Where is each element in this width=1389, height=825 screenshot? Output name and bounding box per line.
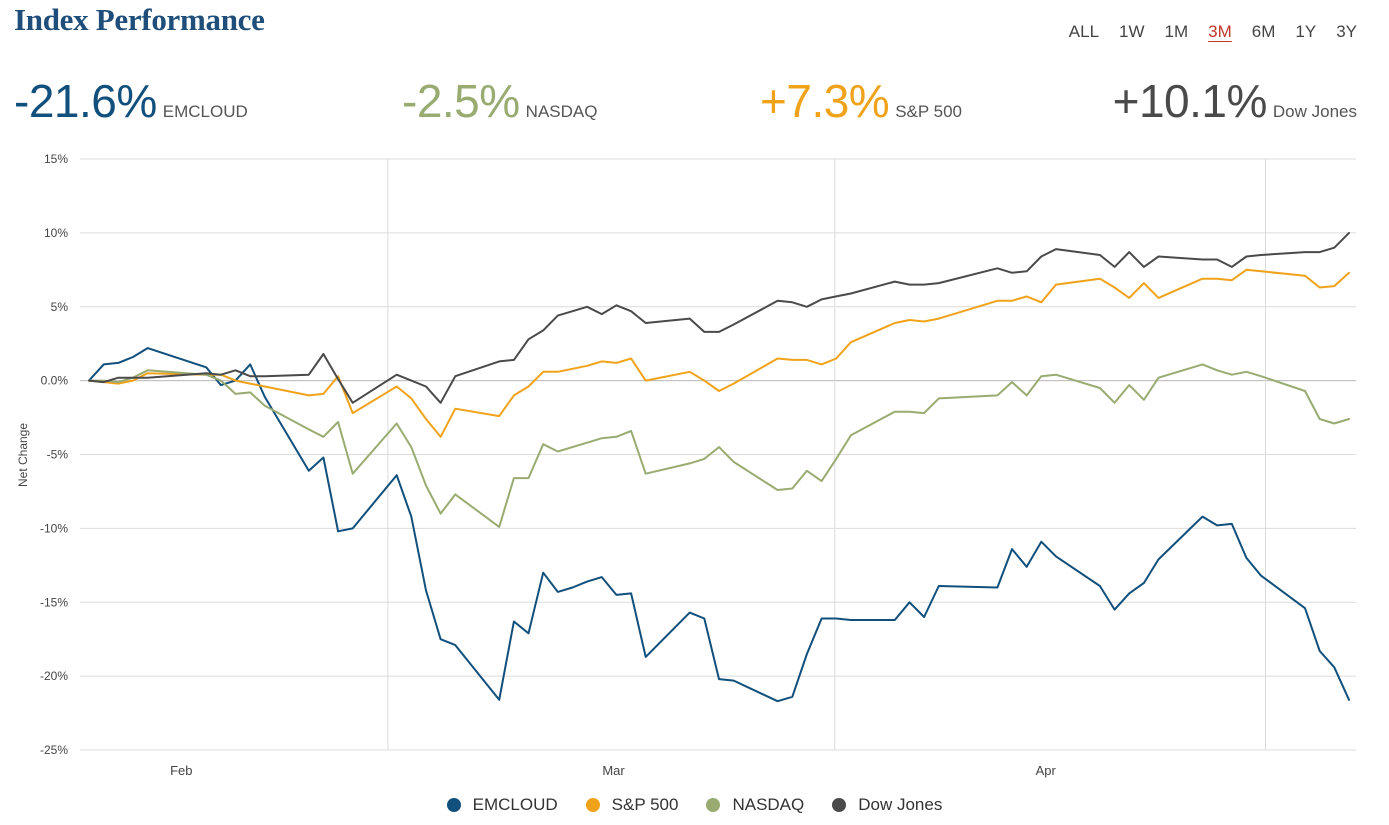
legend-item-sp500[interactable]: S&P 500 <box>585 795 679 815</box>
y-tick-label: -25% <box>40 743 68 757</box>
series-line-s-p-500 <box>88 268 1350 438</box>
summary-dowjones-value: +10.1% <box>1112 75 1268 127</box>
y-tick-label: 15% <box>44 152 68 166</box>
y-tick-label: -10% <box>40 521 68 535</box>
legend-item-dowjones[interactable]: Dow Jones <box>832 795 942 815</box>
range-all-button[interactable]: ALL <box>1068 22 1100 41</box>
series-line-dow-jones <box>88 231 1350 404</box>
range-1y-button[interactable]: 1Y <box>1295 22 1317 41</box>
summary-sp500-label: S&P 500 <box>895 102 963 121</box>
range-selector: ALL 1W 1M 3M 6M 1Y 3Y <box>1049 22 1357 42</box>
line-chart: 15% 10% 5% 0.0% -5% -10% -15% -20% -25% Feb Mar Apr… <box>16 152 1356 778</box>
range-6m-button[interactable]: 6M <box>1251 22 1276 41</box>
legend-swatch <box>706 798 721 812</box>
legend-label: S&P 500 <box>611 795 679 814</box>
x-tick-label: Mar <box>602 763 625 778</box>
y-axis-label: Net Change <box>16 423 30 487</box>
page-title: Index Performance <box>14 2 265 37</box>
x-tick-label: Apr <box>1036 763 1057 778</box>
series-line-emcloud <box>88 347 1350 703</box>
legend-swatch <box>585 798 600 812</box>
range-3y-button[interactable]: 3Y <box>1336 22 1357 41</box>
legend-swatch <box>832 798 847 812</box>
y-tick-label: 10% <box>44 226 68 240</box>
chart-legend: EMCLOUD S&P 500 NASDAQ Dow Jones <box>0 795 1389 815</box>
legend-label: Dow Jones <box>858 795 943 814</box>
x-tick-label: Feb <box>170 763 192 778</box>
legend-label: EMCLOUD <box>472 795 558 814</box>
legend-item-nasdaq[interactable]: NASDAQ <box>706 795 804 815</box>
summary-emcloud-value: -21.6% <box>14 75 157 127</box>
range-3m-button[interactable]: 3M <box>1208 22 1232 41</box>
summary-nasdaq-label: NASDAQ <box>525 102 598 121</box>
summary-dowjones-label: Dow Jones <box>1272 102 1357 121</box>
range-1m-button[interactable]: 1M <box>1164 22 1189 41</box>
summary-sp500-value: +7.3% <box>760 75 890 127</box>
range-1w-button[interactable]: 1W <box>1119 22 1145 41</box>
y-tick-label: 0.0% <box>41 374 69 388</box>
y-tick-label: -20% <box>40 669 68 683</box>
legend-label: NASDAQ <box>732 795 805 814</box>
summary-dowjones: +10.1% Dow Jones <box>1113 74 1357 130</box>
series-line-nasdaq <box>88 363 1350 528</box>
summary-nasdaq: -2.5% NASDAQ <box>402 74 597 130</box>
y-tick-label: 5% <box>51 300 69 314</box>
legend-swatch <box>446 798 461 812</box>
y-tick-label: -5% <box>47 448 69 462</box>
y-tick-label: -15% <box>40 595 68 609</box>
legend-item-emcloud[interactable]: EMCLOUD <box>446 795 558 815</box>
summary-sp500: +7.3% S&P 500 <box>760 74 962 130</box>
summary-emcloud-label: EMCLOUD <box>162 102 248 121</box>
summary-nasdaq-value: -2.5% <box>402 75 520 127</box>
summary-emcloud: -21.6% EMCLOUD <box>14 74 248 130</box>
